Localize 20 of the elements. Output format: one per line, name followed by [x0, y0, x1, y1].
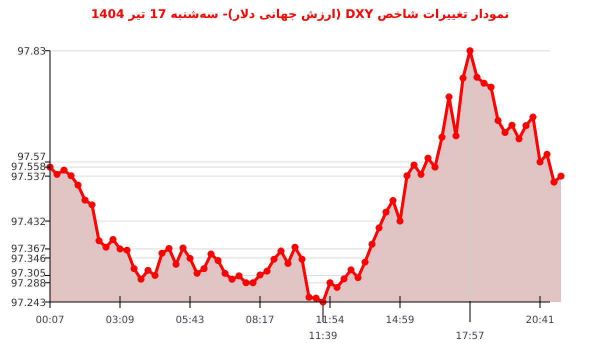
y-tick-label: 97.432	[11, 217, 46, 228]
y-tick-label: 97.305	[11, 268, 46, 280]
y-tick-label: 97.57	[17, 152, 46, 164]
x-tick-label: 20:41	[526, 315, 554, 326]
annotation: 11:39	[308, 331, 338, 342]
x-tick-label: 14:59	[386, 315, 414, 326]
y-tick-label: 97.537	[11, 172, 46, 184]
x-tick-label: 03:09	[106, 315, 134, 326]
x-tick-label: 11:54	[316, 315, 344, 326]
annotation: 17:57	[456, 331, 484, 342]
y-tick-label: 97.346	[11, 254, 46, 265]
y-tick-label: 97.367	[11, 244, 46, 255]
x-tick-label: 08:17	[246, 315, 274, 326]
y-tick-label: 97.243	[11, 298, 46, 309]
title: نمودار تغییرات شاخص DXY (ارزش جهانی دلار)- سه‌شنبه 17 تیر 1404	[90, 7, 510, 21]
x-tick-label: 05:43	[176, 315, 204, 326]
y-tick-label: 97.558	[11, 162, 46, 174]
y-tick-label: 97.83	[17, 46, 46, 58]
y-tick-label: 97.288	[11, 278, 46, 290]
x-tick-label: 00:07	[36, 315, 64, 326]
